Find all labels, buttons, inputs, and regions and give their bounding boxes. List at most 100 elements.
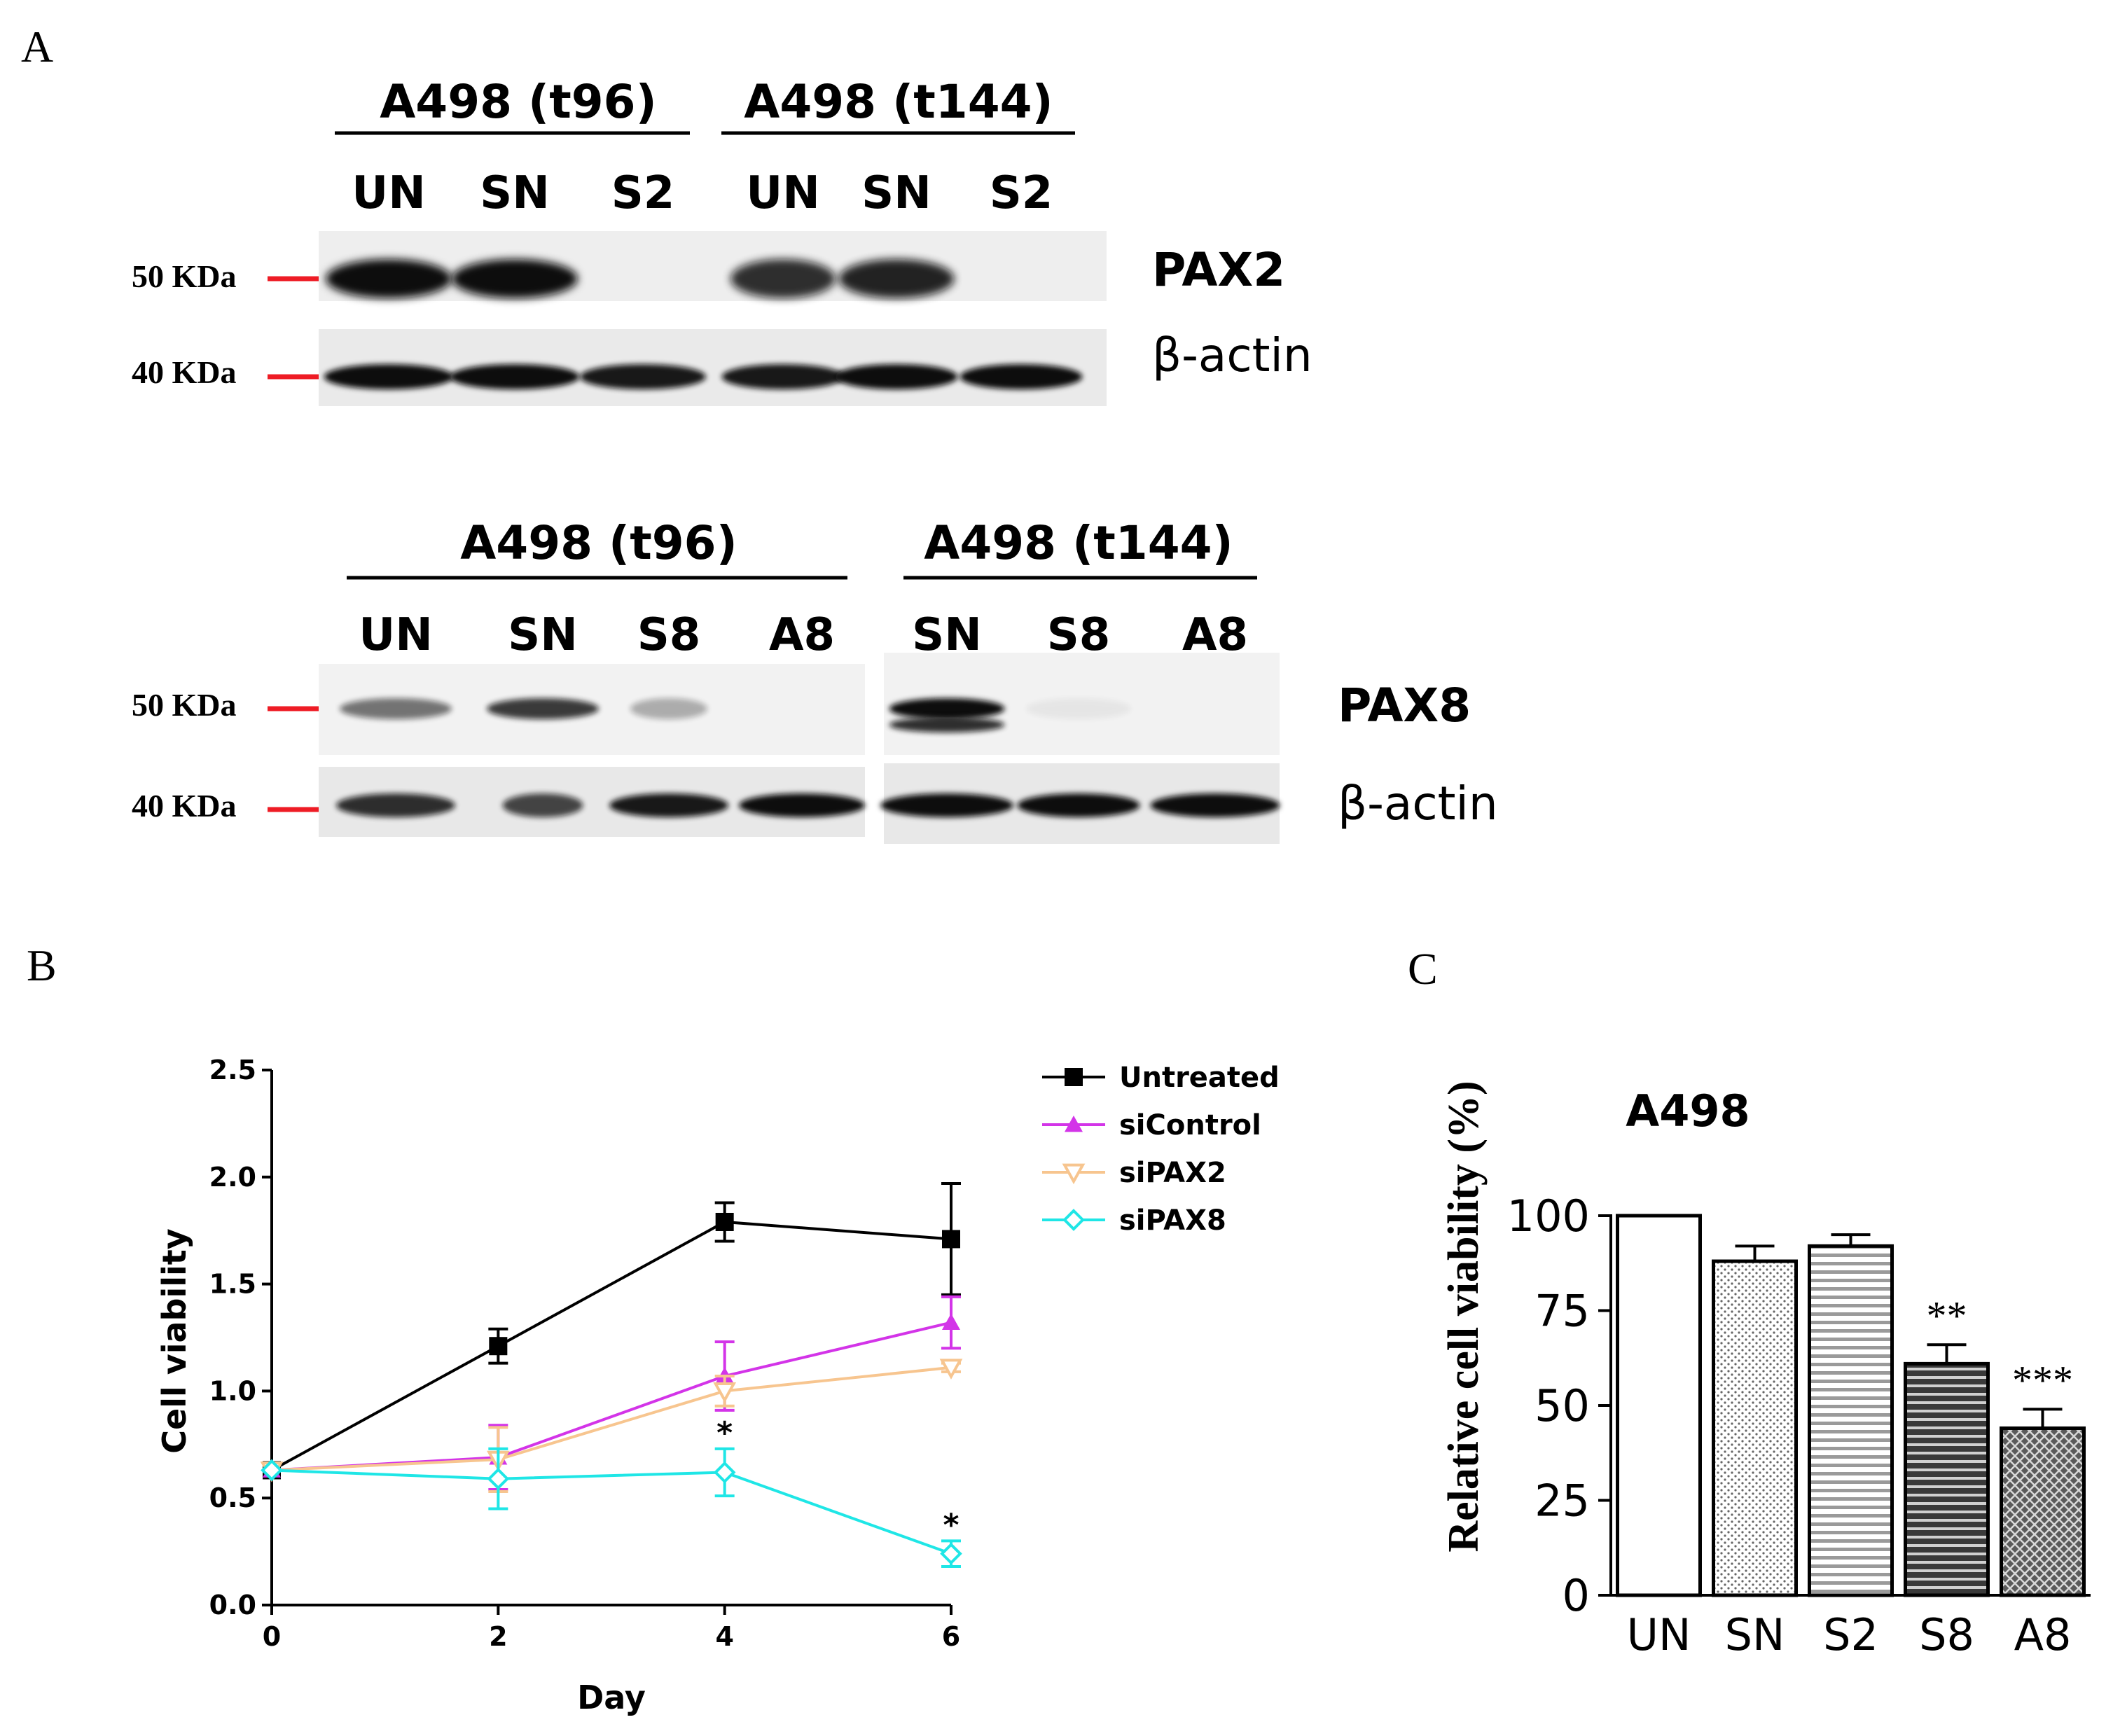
actin-bands [324,364,1083,389]
data-point [939,1359,963,1380]
marker-label-40kda: 40 KDa [132,354,237,390]
data-point [713,1461,736,1484]
blot-band [889,698,1005,719]
western-blot-pax2: A498 (t96) A498 (t144) UN SN S2 UN SN S2… [132,75,1312,406]
y-tick-label: 2.5 [209,1055,256,1085]
lane-label: SN [480,167,550,219]
western-blot-pax8: A498 (t96) A498 (t144) UN SN S8 A8 SN S8… [132,516,1498,844]
group-title-t96: A498 (t96) [460,516,737,570]
blot-band [1017,793,1140,817]
series-untreated [263,1181,961,1480]
series-sipax8 [261,1447,962,1568]
lane-label: UN [352,167,426,219]
panel-label-a: A [21,22,53,71]
data-point [942,1313,960,1331]
blot-band [889,717,1005,732]
x-tick-label: S2 [1823,1609,1878,1660]
data-point [1062,1163,1086,1185]
lane-label: S8 [1047,609,1111,661]
blot-band [580,364,706,389]
blot-band [1026,698,1131,719]
y-tick-label: 0.5 [209,1482,256,1513]
y-tick-label: 1.0 [209,1375,256,1406]
blot-band [609,793,728,817]
significance-mark: ** [1927,1293,1967,1338]
relative-viability-bar-chart: A498 Relative cell viability (%) 0 25 50 75… [1440,1081,2091,1660]
axes: 0 2 4 6 0.0 0.5 1.0 1.5 2.0 2.5 [209,1055,961,1652]
marker-label-50kda: 50 KDa [132,258,237,294]
lane-label: UN [746,167,820,219]
lane-label: SN [912,609,982,661]
series-line [271,1468,952,1555]
blot-band [730,259,836,298]
blot-band [838,259,955,298]
pax8-bands [340,698,1131,732]
pax2-bands [326,259,955,298]
bar [1904,1361,1990,1597]
y-axis-label: Cell viability [155,1228,193,1454]
series-sipax2 [260,1359,963,1494]
data-point [487,1467,510,1490]
blot-band [452,259,578,298]
marker-label-50kda: 50 KDa [132,687,237,723]
blot-band [739,793,865,817]
protein-label-beta-actin: β-actin [1338,777,1498,831]
marker-label-40kda: 40 KDa [132,788,237,824]
legend-label: siPAX8 [1119,1204,1226,1237]
data-point [1065,1116,1083,1132]
data-point [1062,1209,1085,1231]
lane-label: A8 [769,609,835,661]
significance-mark: * [716,1415,733,1451]
bar [1808,1244,1894,1597]
blot-band [1150,793,1280,817]
data-point [261,1459,283,1482]
y-tick-label: 75 [1535,1286,1590,1337]
bars-group: UN SN S2 ** S8 *** A8 [1616,1214,2086,1660]
blot-membrane-actin [319,329,1107,406]
blot-band [630,698,707,719]
data-point [489,1337,508,1356]
y-tick-label: 25 [1535,1475,1590,1527]
legend-label: siControl [1119,1109,1261,1141]
y-tick-label: 0.0 [209,1590,256,1620]
data-point [713,1382,737,1403]
bar [1712,1259,1798,1597]
series-sicontrol [263,1295,961,1491]
lane-label: S8 [637,609,701,661]
data-point [942,1230,960,1249]
x-tick-label: 6 [942,1621,960,1652]
significance-mark: *** [2012,1357,2073,1403]
x-tick-label: 0 [263,1621,281,1652]
blot-band [960,364,1083,389]
y-tick-label: 100 [1507,1190,1590,1242]
bar [1616,1214,1702,1597]
lane-label: SN [861,167,931,219]
lane-label: A8 [1182,609,1248,661]
protein-label-pax2: PAX2 [1152,243,1285,297]
data-point [940,1542,962,1565]
blot-band [502,793,583,817]
blot-band [487,698,599,719]
y-tick-label: 0 [1563,1570,1590,1621]
lane-label: S2 [611,167,675,219]
group-title-t144: A498 (t144) [744,75,1053,129]
legend-label: Untreated [1119,1062,1280,1094]
blot-band [336,793,455,817]
significance-mark: * [943,1507,959,1543]
x-tick-label: SN [1725,1609,1785,1660]
series-line [271,1220,952,1472]
chart-title: A498 [1626,1085,1750,1137]
lane-label: UN [359,609,433,661]
x-tick-label: S8 [1919,1609,1974,1660]
protein-label-beta-actin: β-actin [1152,328,1312,382]
x-tick-label: A8 [2014,1609,2072,1660]
legend-label: siPAX2 [1119,1157,1226,1189]
legend: Untreated siControl siPAX2 siPAX8 [1042,1062,1280,1237]
x-tick-label: UN [1627,1609,1691,1660]
actin-bands [336,793,1280,817]
x-axis-label: Day [577,1679,646,1716]
y-axis-label: Relative cell viability (%) [1440,1081,1488,1552]
group-title-t144: A498 (t144) [924,516,1233,570]
series-line [271,1366,952,1472]
